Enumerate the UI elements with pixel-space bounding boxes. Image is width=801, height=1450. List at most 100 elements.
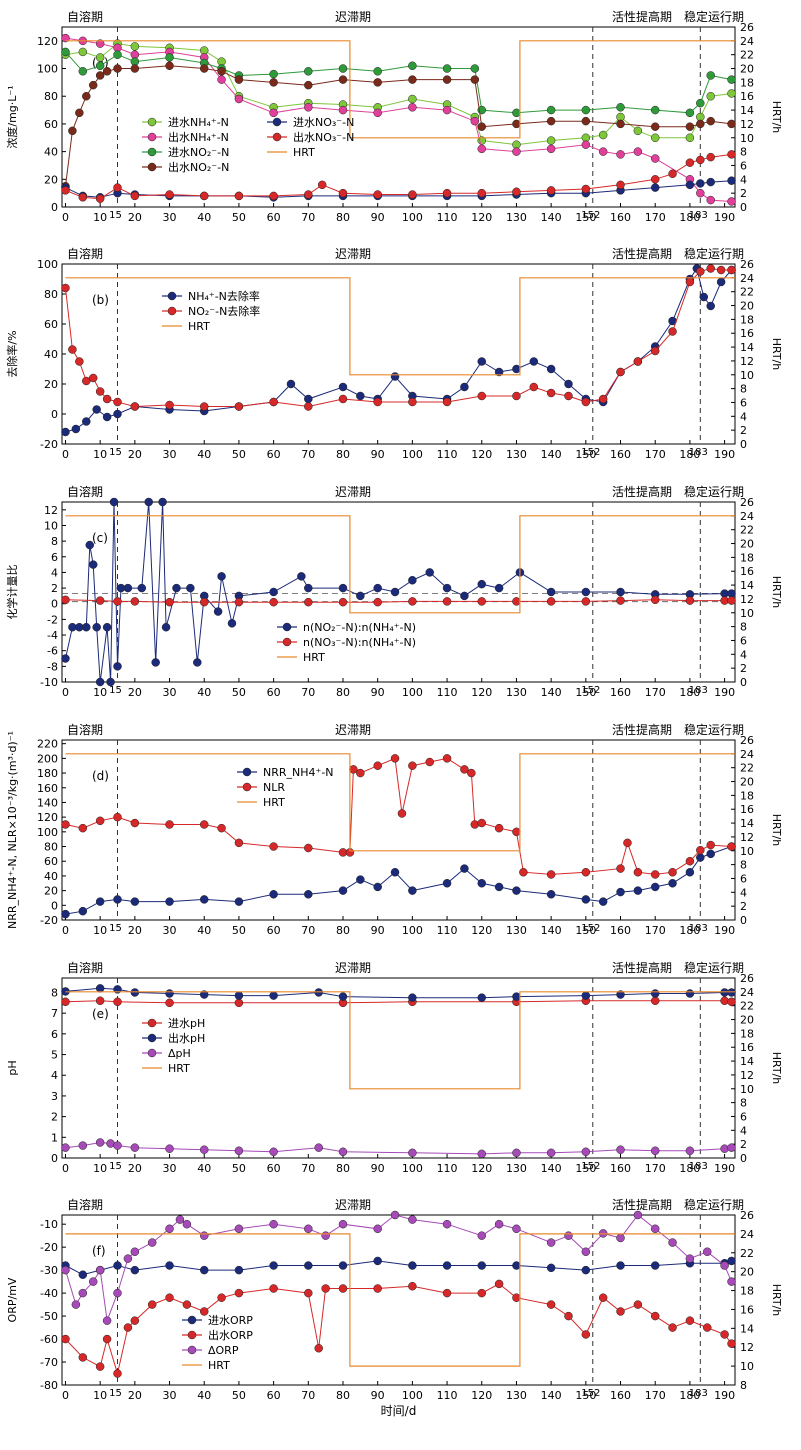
data-point xyxy=(61,186,70,195)
data-point xyxy=(113,183,122,192)
y2-tick-label: 10 xyxy=(740,369,754,382)
phase-label: 迟滞期 xyxy=(335,723,371,737)
data-point xyxy=(165,1224,174,1234)
x-tick-label: 80 xyxy=(336,448,350,461)
data-point xyxy=(78,1353,88,1362)
x-tick-label: 110 xyxy=(437,448,458,461)
data-point xyxy=(685,122,695,131)
x-tick-label: 130 xyxy=(506,686,527,699)
series-line xyxy=(65,1214,732,1321)
data-point xyxy=(304,843,313,853)
data-point xyxy=(470,64,480,73)
x-tick-label: 40 xyxy=(197,1162,211,1175)
x-tick-label: 180 xyxy=(679,686,700,699)
phase-label: 活性提高期 xyxy=(612,9,672,24)
phase-boundary-label: 15 xyxy=(109,1161,122,1172)
data-point xyxy=(720,1330,729,1339)
panel-5: 自溶期 迟滞期 活性提高期 稳定运行期012345678024681012141618… xyxy=(6,960,783,1175)
data-point xyxy=(696,119,705,129)
y2-tick-label: 26 xyxy=(740,21,754,34)
phase-boundary-label: 152 xyxy=(581,1161,600,1172)
data-point xyxy=(408,576,417,585)
y2-tick-label: 8 xyxy=(740,1097,747,1110)
phase-label: 自溶期 xyxy=(67,9,103,24)
data-point xyxy=(269,1147,278,1157)
y2-tick-label: 24 xyxy=(740,748,754,761)
data-point xyxy=(61,283,70,293)
data-point xyxy=(304,394,313,404)
y2-tick-label: 12 xyxy=(740,1069,754,1082)
data-point xyxy=(314,1343,323,1353)
data-point xyxy=(130,191,140,201)
y2-tick-label: 2 xyxy=(740,1138,747,1151)
data-point xyxy=(130,1316,140,1325)
phase-boundary-label: 152 xyxy=(581,685,600,696)
plot-frame xyxy=(61,977,736,1159)
data-point xyxy=(616,596,625,605)
data-point xyxy=(199,1231,209,1240)
y-tick-label: -4 xyxy=(47,629,58,642)
data-point xyxy=(304,597,313,607)
data-point xyxy=(338,886,348,895)
phase-boundary-label: 152 xyxy=(581,210,600,221)
phase-boundary-label: 15 xyxy=(109,685,122,696)
y-tick-label: 2 xyxy=(51,582,58,595)
data-point xyxy=(95,53,105,62)
data-point xyxy=(685,596,695,605)
data-point xyxy=(165,190,174,199)
data-point xyxy=(130,1247,140,1257)
legend-label: 进水ORP xyxy=(208,1314,253,1327)
legend-label: 进水NH₄⁺-N xyxy=(168,116,229,129)
data-point xyxy=(130,597,140,606)
legend-label: 进水NO₃⁻-N xyxy=(293,116,354,129)
data-point xyxy=(616,1233,625,1243)
y-tick-label: 4 xyxy=(51,566,58,579)
data-point xyxy=(598,897,608,906)
y2-tick-label: 24 xyxy=(740,986,754,999)
data-point xyxy=(92,622,101,632)
data-point xyxy=(373,108,382,118)
y-tick-label: 2 xyxy=(51,1111,58,1124)
y2-tick-label: 12 xyxy=(740,118,754,131)
data-point xyxy=(696,179,705,188)
data-point xyxy=(144,497,153,507)
data-point xyxy=(373,1224,382,1234)
y-tick-label: 20 xyxy=(44,173,58,186)
y2-tick-label: 26 xyxy=(740,496,754,509)
x-tick-label: 10 xyxy=(93,211,107,224)
y-tick-label: -20 xyxy=(40,438,58,451)
y2-tick-label: 24 xyxy=(740,1228,754,1241)
data-point xyxy=(442,397,452,407)
data-point xyxy=(442,1261,452,1270)
data-point xyxy=(699,292,709,302)
data-point xyxy=(477,357,487,366)
data-point xyxy=(234,191,244,201)
data-point xyxy=(494,882,504,892)
data-point xyxy=(95,897,105,906)
legend-label: HRT xyxy=(208,1359,230,1372)
x-tick-label: 110 xyxy=(437,211,458,224)
data-point xyxy=(338,597,348,607)
data-point xyxy=(373,1284,382,1293)
y-tick-label: 5 xyxy=(51,1049,58,1062)
x-axis-label: 时间/d xyxy=(381,1404,417,1418)
data-point xyxy=(227,619,237,628)
y2-tick-label: 8 xyxy=(740,859,747,872)
data-point xyxy=(61,820,70,829)
data-point xyxy=(338,394,348,404)
y2-tick-label: 0 xyxy=(740,438,747,451)
x-tick-label: 40 xyxy=(197,924,211,937)
y2-axis-label: HRT/h xyxy=(770,1052,783,1085)
data-point xyxy=(175,1215,185,1224)
y-tick-label: -10 xyxy=(40,1218,58,1231)
data-point xyxy=(633,1210,643,1220)
data-point xyxy=(650,133,660,143)
data-point xyxy=(95,677,105,687)
x-tick-label: 190 xyxy=(714,686,735,699)
y-tick-label: 220 xyxy=(37,738,58,751)
data-point xyxy=(685,277,695,287)
data-point xyxy=(165,820,174,829)
x-tick-label: 120 xyxy=(471,448,492,461)
data-point xyxy=(269,191,278,201)
x-tick-label: 100 xyxy=(402,686,423,699)
